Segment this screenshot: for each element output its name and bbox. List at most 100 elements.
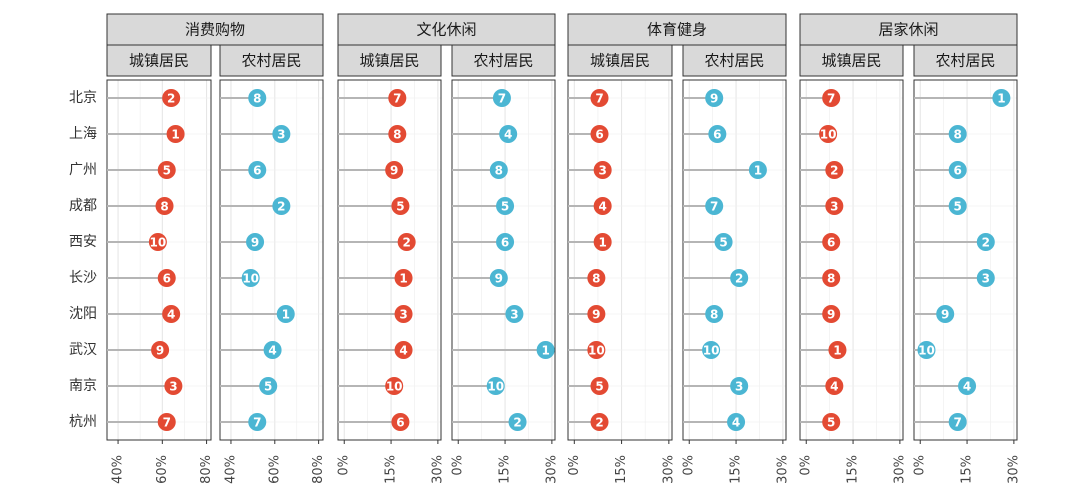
lollipop-point — [705, 305, 724, 323]
lollipop-point — [489, 161, 508, 179]
rank-label: 7 — [393, 92, 401, 106]
rank-label: 1 — [833, 344, 841, 358]
lollipop-point — [705, 197, 724, 215]
lollipop-point — [828, 341, 847, 359]
lollipop-point — [394, 269, 413, 287]
lollipop-point — [714, 233, 733, 251]
panel-border — [682, 79, 787, 441]
lollipop-point — [587, 305, 606, 323]
rank-label: 1 — [171, 128, 179, 142]
panel-border — [451, 79, 556, 441]
lollipop-point — [819, 125, 838, 143]
tick-label: 30% — [775, 455, 790, 484]
lollipop-point — [948, 161, 967, 179]
resident-strip — [337, 44, 442, 77]
city-label: 南京 — [69, 378, 97, 394]
city-label: 成都 — [69, 198, 97, 214]
rank-label: 4 — [167, 308, 175, 322]
lollipop-point — [259, 377, 278, 395]
rank-label: 1 — [282, 308, 290, 322]
rank-label: 10 — [386, 380, 403, 394]
rank-label: 8 — [592, 272, 600, 286]
lollipop-point — [248, 413, 267, 431]
lollipop-point — [246, 233, 265, 251]
lollipop-point — [164, 377, 183, 395]
rank-label: 3 — [399, 308, 407, 322]
tick-label: 15% — [729, 455, 744, 484]
rank-label: 5 — [719, 236, 727, 250]
lollipop-point — [155, 197, 174, 215]
rank-label: 9 — [495, 272, 503, 286]
group-label: 文化休闲 — [416, 21, 476, 39]
rank-label: 1 — [754, 164, 762, 178]
lollipop-point — [705, 89, 724, 107]
panel-border — [913, 79, 1018, 441]
lollipop-point — [825, 197, 844, 215]
tick-label: 0% — [451, 455, 466, 476]
rank-label: 10 — [487, 380, 504, 394]
tick-label: 40% — [111, 455, 126, 484]
lollipop-point — [590, 125, 609, 143]
lollipop-point — [157, 269, 176, 287]
tick-label: 15% — [846, 455, 861, 484]
rank-label: 8 — [253, 92, 261, 106]
rank-label: 5 — [396, 200, 404, 214]
tick-label: 15% — [384, 455, 399, 484]
rank-label: 6 — [253, 164, 261, 178]
panel-border — [567, 79, 673, 441]
lollipop-point — [505, 305, 524, 323]
rank-label: 1 — [997, 92, 1005, 106]
tick-label: 80% — [199, 455, 214, 484]
rank-label: 8 — [495, 164, 503, 178]
lollipop-point — [272, 197, 291, 215]
lollipop-point — [496, 197, 515, 215]
rank-label: 10 — [703, 344, 720, 358]
lollipop-point — [388, 125, 407, 143]
rank-label: 10 — [150, 236, 167, 250]
lollipop-point — [151, 341, 170, 359]
rank-label: 5 — [954, 200, 962, 214]
lollipop-point — [587, 341, 606, 359]
rank-label: 7 — [954, 416, 962, 430]
lollipop-point — [587, 269, 606, 287]
tick-label: 0% — [682, 455, 697, 476]
rank-label: 6 — [163, 272, 171, 286]
lollipop-point — [489, 269, 508, 287]
rank-label: 2 — [982, 236, 990, 250]
resident-label: 城镇居民 — [590, 52, 650, 70]
lollipop-point — [166, 125, 185, 143]
panel-border — [106, 79, 212, 441]
tick-label: 15% — [960, 455, 975, 484]
lollipop-point — [590, 413, 609, 431]
group-strip — [799, 13, 1018, 46]
tick-label: 0% — [567, 455, 582, 476]
tick-label: 15% — [498, 455, 513, 484]
resident-strip — [451, 44, 556, 77]
resident-label: 农村居民 — [241, 52, 301, 70]
panel: 0% 15% 30% 1 8 6 5 2 3 9 10 4 7 — [913, 79, 1021, 484]
lollipop-point — [385, 377, 404, 395]
rank-label: 2 — [277, 200, 285, 214]
resident-label: 农村居民 — [473, 52, 533, 70]
rank-label: 6 — [396, 416, 404, 430]
panel: 0% 15% 30% 7 10 2 3 6 8 9 1 4 5 — [799, 79, 907, 484]
lollipop-point — [976, 233, 995, 251]
resident-label: 城镇居民 — [129, 52, 189, 70]
lollipop-point — [388, 89, 407, 107]
rank-label: 9 — [390, 164, 398, 178]
panel: 40% 60% 80% 8 3 6 2 9 10 1 4 5 7 — [219, 79, 326, 484]
rank-label: 7 — [827, 92, 835, 106]
lollipop-point — [272, 125, 291, 143]
resident-strip — [219, 44, 324, 77]
tick-label: 80% — [311, 455, 326, 484]
lollipop-point — [917, 341, 936, 359]
group-strip — [106, 13, 324, 46]
rank-label: 2 — [830, 164, 838, 178]
panel: 0% 15% 30% 9 6 1 7 5 2 8 10 3 4 — [682, 79, 790, 484]
tick-label: 30% — [430, 455, 445, 484]
city-label: 武汉 — [69, 342, 97, 358]
group-label: 居家休闲 — [878, 21, 938, 39]
lollipop-point — [992, 89, 1011, 107]
lollipop-point — [730, 377, 749, 395]
rank-label: 10 — [918, 344, 935, 358]
